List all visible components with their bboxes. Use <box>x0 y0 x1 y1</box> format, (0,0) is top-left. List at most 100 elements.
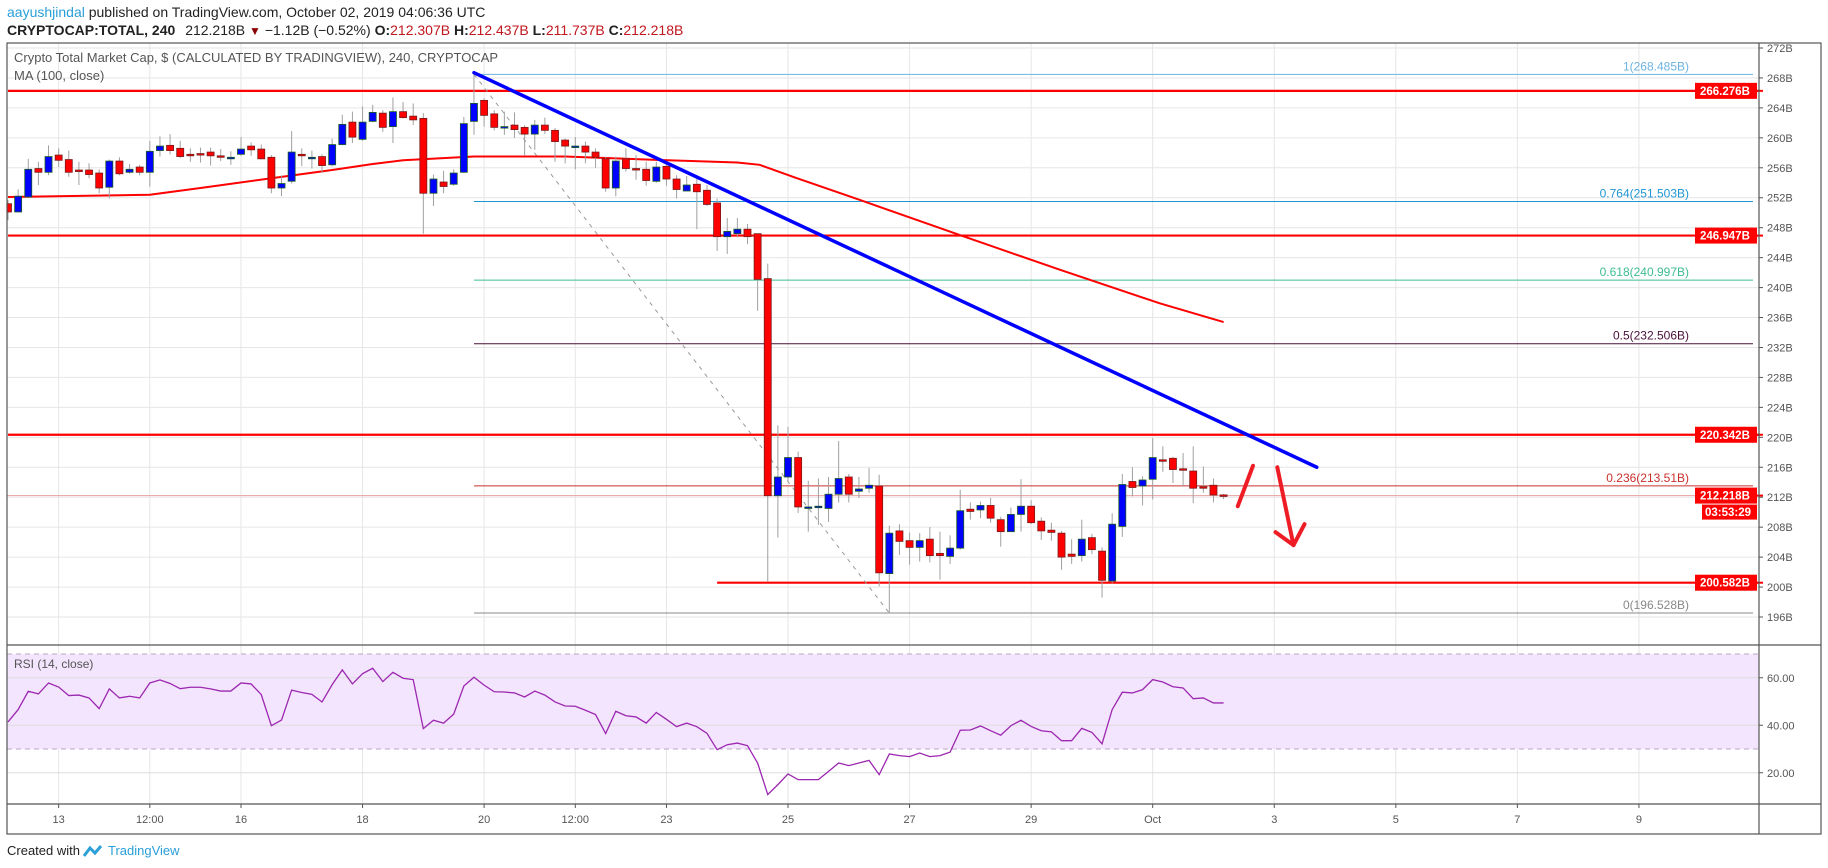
candle-body <box>166 144 174 151</box>
candle-body <box>1017 505 1025 515</box>
candle <box>135 164 144 176</box>
time-label: Oct <box>1144 814 1161 826</box>
price-tick-label: 264B <box>1767 103 1793 115</box>
candle-body <box>206 151 215 157</box>
candle-body <box>794 457 803 508</box>
price-tick-label: 260B <box>1767 133 1793 145</box>
rsi-tick-label: 20.00 <box>1767 768 1795 780</box>
candle-body <box>743 228 752 238</box>
bar-countdown: 03:53:29 <box>1705 507 1751 519</box>
low-value: 211.737B <box>545 22 605 38</box>
last-price: 212.218B <box>185 22 246 38</box>
candle <box>976 501 985 519</box>
created-with-label: Created with <box>7 843 80 858</box>
candle <box>895 524 904 555</box>
price-tick-label: 248B <box>1767 223 1793 235</box>
candle <box>855 477 863 498</box>
candle <box>652 161 661 183</box>
candle-body <box>449 172 458 185</box>
candle-body <box>277 183 286 189</box>
candle <box>530 119 539 150</box>
candle-body <box>145 150 154 173</box>
tradingview-link[interactable]: TradingView <box>107 843 180 858</box>
candle-body <box>875 485 884 574</box>
candle <box>753 233 762 311</box>
candle <box>115 157 124 176</box>
candle-body <box>915 540 924 548</box>
candle <box>946 535 954 564</box>
candle-body <box>44 156 53 173</box>
symbol-info: CRYPTOCAP:TOTAL, 240 212.218B ▼ −1.12B (… <box>7 22 683 38</box>
candle-body <box>946 547 954 557</box>
candle <box>733 217 742 238</box>
candle-body <box>1047 529 1056 533</box>
candle-body <box>682 184 691 192</box>
candle <box>378 110 387 132</box>
candle-body <box>885 532 894 574</box>
symbol-name: CRYPTOCAP:TOTAL, 240 <box>7 22 176 38</box>
candle-body <box>64 159 73 173</box>
time-label: 27 <box>903 814 915 826</box>
candle <box>834 441 843 503</box>
candle <box>561 138 570 164</box>
candle-body <box>773 476 782 497</box>
candle <box>936 531 944 580</box>
candle <box>368 104 377 123</box>
candle <box>773 425 782 538</box>
candle-body <box>692 183 701 193</box>
candle <box>348 111 357 144</box>
candle-body <box>500 126 509 129</box>
candle <box>267 155 276 194</box>
candle <box>125 164 134 174</box>
fib-level-label: 1(268.485B) <box>1623 59 1689 73</box>
candle-body <box>844 476 853 495</box>
level-price-tag-bg <box>1695 227 1757 244</box>
countdown-bg <box>1702 504 1757 520</box>
fib-level-label: 0.618(240.997B) <box>1600 265 1689 279</box>
candle <box>7 199 12 221</box>
candle <box>662 163 671 186</box>
candle-body <box>1027 505 1036 524</box>
up-stroke-annotation <box>1235 463 1255 509</box>
author-link[interactable]: aayushjindal <box>7 4 85 20</box>
price-tick-label: 208B <box>1767 522 1793 534</box>
candle-body <box>439 181 448 187</box>
candle <box>480 98 489 127</box>
candle-body <box>1077 538 1086 557</box>
candle-body <box>642 168 651 181</box>
down-arrow-icon: ▼ <box>249 24 261 38</box>
candle-body <box>237 148 245 155</box>
candle-body <box>733 228 742 235</box>
candle-body <box>814 505 823 509</box>
candle-body <box>216 155 225 158</box>
candle <box>34 161 43 186</box>
down-arrow-icon <box>1275 465 1296 548</box>
candle <box>196 147 205 163</box>
price-tick-label: 216B <box>1767 462 1793 474</box>
rsi-legend: RSI (14, close) <box>14 657 94 671</box>
price-tick-label: 212B <box>1767 492 1793 504</box>
candle-body <box>611 160 620 189</box>
candle-body <box>1199 486 1208 489</box>
candle <box>814 478 823 525</box>
candle <box>1138 476 1147 506</box>
candle <box>1158 446 1167 472</box>
candle <box>611 156 620 197</box>
time-label: 13 <box>53 814 65 826</box>
candle-body <box>1037 520 1046 532</box>
candle-body <box>703 189 711 205</box>
candle <box>925 527 934 563</box>
candle-body <box>591 151 600 158</box>
level-price-tag: 266.276B <box>1700 86 1750 98</box>
candle-body <box>723 231 732 238</box>
candle <box>206 147 215 166</box>
candle-body <box>1158 459 1167 462</box>
candle-body <box>95 172 104 189</box>
rsi-pane <box>7 653 1759 796</box>
candle-body <box>368 111 377 122</box>
candle <box>105 159 114 199</box>
candle <box>1088 533 1096 555</box>
footer: Created with TradingView <box>7 843 180 858</box>
price-tick-label: 236B <box>1767 313 1793 325</box>
